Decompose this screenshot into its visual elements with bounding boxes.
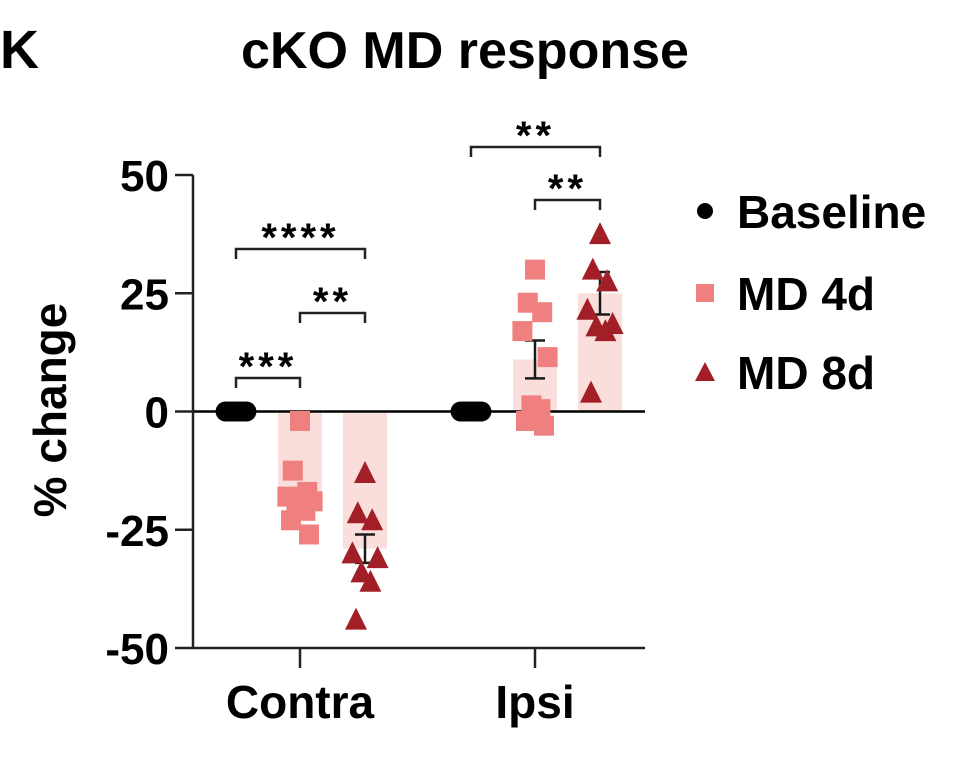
point-md-8d <box>576 297 599 320</box>
chart-title: cKO MD response <box>241 22 689 80</box>
point-md-8d <box>596 269 619 292</box>
significance-label: ** <box>548 167 587 211</box>
significance-label: *** <box>239 345 298 389</box>
x-tick-label: Ipsi <box>495 676 574 728</box>
point-md-4d <box>534 415 554 436</box>
significance-layer: ************* <box>234 114 602 389</box>
point-md-8d <box>580 380 602 403</box>
panel-label: K <box>0 20 39 80</box>
point-md-8d <box>345 607 367 630</box>
point-md-4d <box>281 510 301 531</box>
point-md-8d <box>354 460 376 483</box>
x-tick-label: Contra <box>226 676 375 728</box>
point-md-8d <box>361 508 384 531</box>
point-md-8d <box>341 541 364 564</box>
point-md-4d <box>516 410 536 431</box>
point-baseline <box>471 401 492 422</box>
legend-label: MD 8d <box>737 347 875 399</box>
legend: Baseline MD 4d MD 8d <box>695 186 926 399</box>
x-ticks-layer: Contra Ipsi <box>226 648 575 728</box>
significance-bracket <box>234 376 302 388</box>
y-ticks-layer: 50 25 0 -25 -50 <box>105 152 193 674</box>
legend-marker-md-4d <box>696 284 714 302</box>
point-md-4d <box>282 460 303 481</box>
point-md-8d <box>359 569 382 592</box>
point-md-4d <box>537 347 558 368</box>
point-md-4d <box>512 321 533 342</box>
y-tick-label: 25 <box>120 270 169 319</box>
points-layer <box>215 222 624 630</box>
legend-marker-baseline <box>697 203 713 219</box>
y-tick-label: 0 <box>145 389 169 438</box>
point-md-4d <box>299 524 319 545</box>
legend-marker-md-8d <box>695 362 715 381</box>
point-md-4d <box>525 259 545 280</box>
legend-label: Baseline <box>737 186 926 238</box>
point-md-4d <box>532 302 553 323</box>
significance-bracket <box>298 311 367 323</box>
y-axis-label: % change <box>24 303 76 518</box>
point-md-8d <box>589 222 611 245</box>
point-md-4d <box>290 410 310 431</box>
point-baseline <box>236 401 257 422</box>
y-tick-label: -50 <box>105 625 169 674</box>
significance-bracket <box>234 247 367 259</box>
legend-label: MD 4d <box>737 268 875 320</box>
y-tick-label: -25 <box>105 507 169 556</box>
significance-label: ** <box>516 114 555 158</box>
bars-layer <box>278 293 622 549</box>
significance-bracket <box>533 198 602 210</box>
significance-bracket <box>469 145 602 157</box>
point-md-8d <box>581 257 604 280</box>
y-tick-label: 50 <box>120 152 169 201</box>
point-md-8d <box>594 319 617 342</box>
point-md-8d <box>346 501 369 524</box>
significance-label: **** <box>261 216 339 260</box>
point-md-8d <box>366 546 389 569</box>
significance-label: ** <box>313 280 352 324</box>
